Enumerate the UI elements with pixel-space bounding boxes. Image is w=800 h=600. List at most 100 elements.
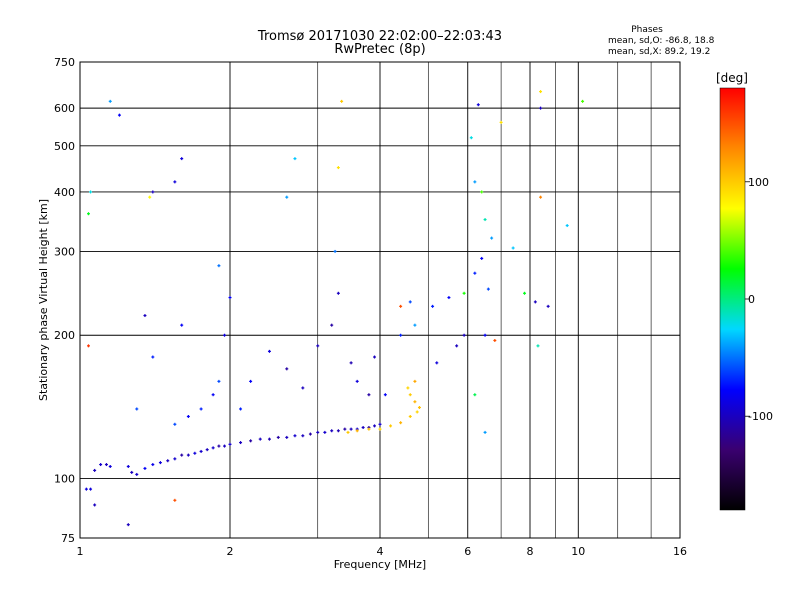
data-point bbox=[490, 236, 494, 240]
colorbar-tick-label: -100 bbox=[748, 410, 773, 423]
data-point bbox=[180, 157, 184, 161]
data-point bbox=[223, 333, 227, 337]
data-point bbox=[323, 430, 327, 434]
data-point bbox=[462, 291, 466, 295]
chart-subtitle: RwPretec (8p) bbox=[334, 42, 425, 57]
x-tick-label: 4 bbox=[377, 545, 384, 558]
data-point bbox=[367, 427, 371, 431]
data-point bbox=[378, 427, 382, 431]
data-point bbox=[546, 304, 550, 308]
data-point bbox=[539, 195, 543, 199]
x-tick-label: 10 bbox=[571, 545, 585, 558]
data-point bbox=[258, 437, 262, 441]
colorbar-label: [deg] bbox=[716, 71, 748, 85]
data-point bbox=[346, 430, 350, 434]
data-point bbox=[186, 453, 190, 457]
data-point bbox=[166, 459, 170, 463]
data-point bbox=[486, 287, 490, 291]
axes: Stationary phase Virtual Height [km] Fre… bbox=[37, 56, 687, 571]
colorbar: [deg] 100 0 -100 bbox=[716, 71, 773, 511]
data-point bbox=[340, 99, 344, 103]
data-point bbox=[217, 444, 221, 448]
chart-title: Tromsø 20171030 22:02:00–22:03:43 bbox=[257, 29, 502, 44]
colorbar-tick-label: 100 bbox=[748, 176, 769, 189]
data-point bbox=[93, 503, 97, 507]
data-point bbox=[462, 333, 466, 337]
data-point bbox=[193, 451, 197, 455]
data-point bbox=[148, 195, 152, 199]
data-point bbox=[413, 400, 417, 404]
data-point bbox=[239, 407, 243, 411]
data-point bbox=[285, 367, 289, 371]
data-point bbox=[415, 410, 419, 414]
data-point bbox=[336, 291, 340, 295]
data-point bbox=[293, 434, 297, 438]
data-point bbox=[511, 246, 515, 250]
data-point bbox=[285, 435, 289, 439]
data-point bbox=[330, 429, 334, 433]
data-point bbox=[186, 414, 190, 418]
data-point bbox=[173, 457, 177, 461]
data-point bbox=[539, 90, 543, 94]
y-tick-label: 400 bbox=[54, 186, 75, 199]
data-point bbox=[480, 190, 484, 194]
x-tick-label: 6 bbox=[464, 545, 471, 558]
data-point bbox=[173, 180, 177, 184]
data-point bbox=[217, 264, 221, 268]
data-point bbox=[93, 468, 97, 472]
data-point bbox=[267, 437, 271, 441]
data-point bbox=[361, 425, 365, 429]
data-point bbox=[483, 218, 487, 222]
data-point bbox=[99, 463, 103, 467]
data-point bbox=[316, 430, 320, 434]
data-point bbox=[199, 449, 203, 453]
data-point bbox=[276, 435, 280, 439]
data-point bbox=[373, 424, 377, 428]
data-point bbox=[130, 470, 134, 474]
data-point bbox=[126, 523, 130, 527]
y-tick-label: 750 bbox=[54, 56, 75, 69]
data-point bbox=[431, 304, 435, 308]
data-point bbox=[355, 379, 359, 383]
data-point bbox=[89, 190, 93, 194]
data-point bbox=[383, 393, 387, 397]
data-point bbox=[249, 379, 253, 383]
y-tick-label: 500 bbox=[54, 140, 75, 153]
data-point bbox=[349, 361, 353, 365]
data-point bbox=[343, 427, 347, 431]
data-point bbox=[180, 323, 184, 327]
data-point bbox=[135, 472, 139, 476]
data-point bbox=[408, 300, 412, 304]
stats-line-x: mean, sd,X: 89.2, 19.2 bbox=[608, 47, 710, 57]
data-point bbox=[158, 461, 162, 465]
data-point bbox=[211, 393, 215, 397]
data-point bbox=[143, 466, 147, 470]
data-point bbox=[199, 407, 203, 411]
data-point bbox=[581, 99, 585, 103]
data-point bbox=[89, 487, 93, 491]
data-point bbox=[355, 429, 359, 433]
data-point bbox=[205, 448, 209, 452]
y-tick-label: 75 bbox=[61, 532, 75, 545]
data-point bbox=[473, 180, 477, 184]
data-point bbox=[211, 446, 215, 450]
data-point bbox=[217, 379, 221, 383]
data-point bbox=[333, 249, 337, 253]
data-point bbox=[239, 441, 243, 445]
data-point bbox=[86, 212, 90, 216]
data-point bbox=[435, 361, 439, 365]
data-point bbox=[228, 442, 232, 446]
data-point bbox=[476, 103, 480, 107]
data-point bbox=[267, 349, 271, 353]
data-point bbox=[406, 386, 410, 390]
data-point bbox=[417, 406, 421, 410]
data-point bbox=[469, 136, 473, 140]
data-point bbox=[378, 422, 382, 426]
data-point bbox=[373, 355, 377, 359]
data-point bbox=[249, 439, 253, 443]
stats-line-o: mean, sd,O: -86.8, 18.8 bbox=[608, 36, 715, 46]
data-point bbox=[399, 333, 403, 337]
x-tick-label: 16 bbox=[673, 545, 687, 558]
data-point bbox=[539, 106, 543, 110]
data-point bbox=[408, 414, 412, 418]
